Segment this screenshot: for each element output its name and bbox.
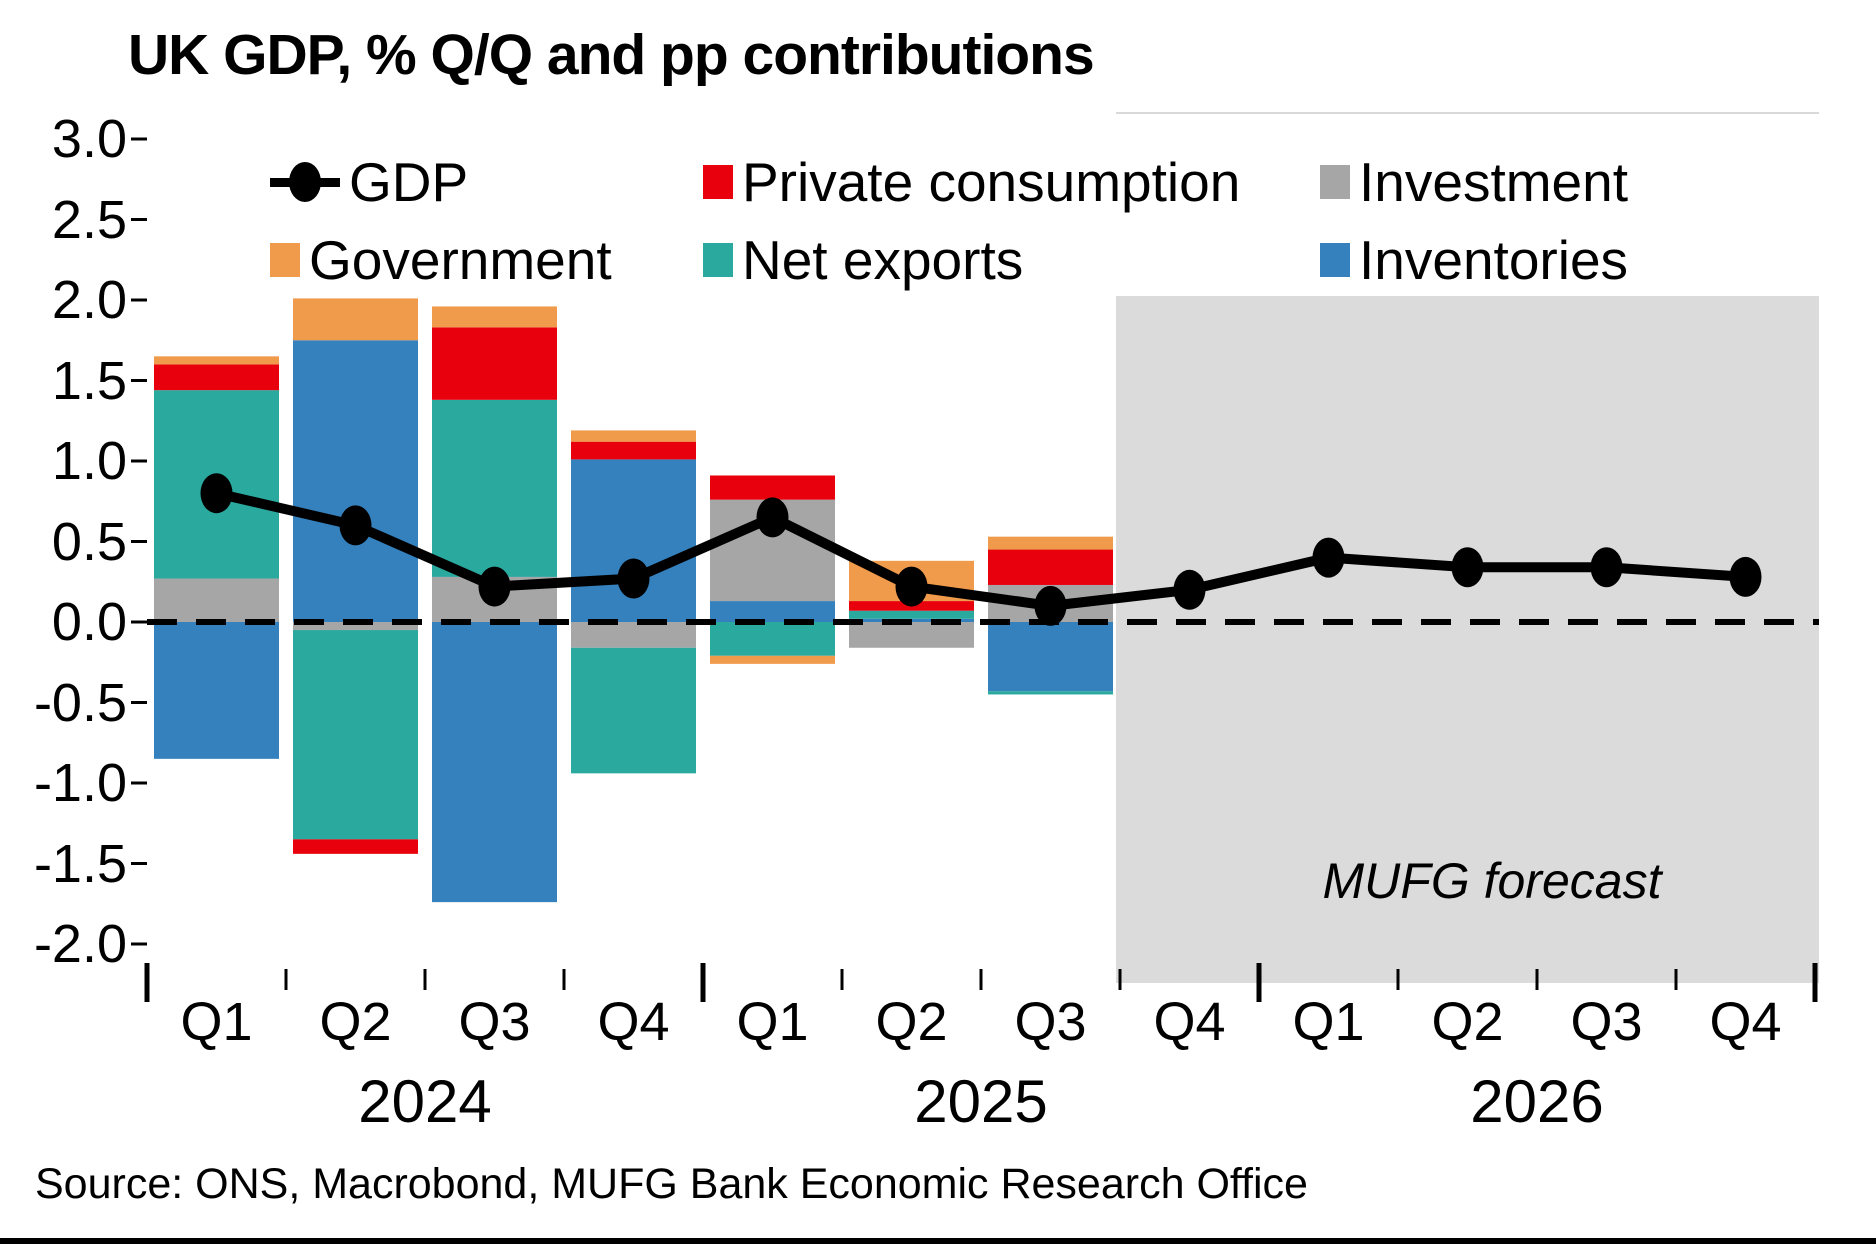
bar-segment-private-consumption [293, 839, 418, 854]
bar-segment-private-consumption [571, 441, 696, 460]
y-tick-label: -1.5 [33, 833, 127, 894]
x-tick-label: Q1 [180, 992, 253, 1052]
bar-segment-inventories [710, 601, 835, 622]
gdp-point [1590, 547, 1623, 588]
x-tick-label: Q1 [736, 992, 809, 1052]
bar-segment-net-exports [849, 610, 974, 619]
source-note: Source: ONS, Macrobond, MUFG Bank Econom… [35, 1160, 1308, 1208]
y-tick-label: -0.5 [33, 672, 127, 733]
gdp-point [339, 505, 372, 546]
bar-segment-investment [849, 622, 974, 648]
bar-segment-government [154, 356, 279, 365]
bar-segment-inventories [988, 622, 1113, 692]
x-tick-label: Q2 [875, 992, 948, 1052]
y-tick-label: 0.0 [51, 592, 127, 652]
gdp-point [1451, 547, 1484, 588]
bar-segment-private-consumption [154, 364, 279, 391]
bar-segment-inventories [154, 622, 279, 759]
y-tick-label: 1.5 [51, 350, 127, 411]
legend-swatch-icon [270, 243, 300, 277]
year-label: 2024 [358, 1068, 492, 1135]
bar-segment-government [710, 655, 835, 664]
y-tick-label: -1.0 [33, 753, 127, 813]
legend-label: Net exports [742, 229, 1024, 291]
gdp-point [756, 497, 789, 538]
x-tick-label: Q4 [1153, 992, 1226, 1052]
bottom-rule [0, 1238, 1876, 1244]
x-tick-label: Q1 [1292, 992, 1365, 1052]
y-tick-label: 3.0 [51, 109, 127, 169]
legend-label: Private consumption [742, 151, 1241, 213]
bar-segment-investment [154, 578, 279, 622]
x-tick-label: Q4 [597, 992, 670, 1052]
bar-segment-net-exports [293, 630, 418, 840]
legend-label: Government [309, 229, 612, 291]
x-tick-label: Q4 [1709, 992, 1782, 1052]
gdp-line-marker-icon [270, 160, 340, 204]
bar-segment-government [988, 536, 1113, 550]
bar-segment-government [432, 306, 557, 328]
bar-segment-net-exports [710, 622, 835, 656]
bar-segment-investment [293, 622, 418, 631]
x-tick-label: Q2 [319, 992, 392, 1052]
gdp-point [1729, 556, 1762, 597]
y-tick-label: 2.0 [51, 270, 127, 330]
gdp-line [215, 488, 1746, 611]
legend-entry-inventories: Inventories [1320, 228, 1628, 292]
x-tick-label: Q2 [1431, 992, 1504, 1052]
bar-segment-net-exports [432, 399, 557, 577]
legend-entry-government: Government [270, 228, 612, 292]
forecast-region [1116, 296, 1819, 983]
x-tick-label: Q3 [1014, 992, 1087, 1052]
gdp-point [478, 566, 511, 607]
bar-segment-private-consumption [432, 327, 557, 400]
bar-segment-investment [571, 622, 696, 648]
legend-entry-net-exports: Net exports [703, 228, 1023, 292]
x-tick-label: Q3 [1570, 992, 1643, 1052]
bar-segment-government [571, 430, 696, 442]
y-tick-label: 2.5 [51, 189, 127, 250]
forecast-label: MUFG forecast [1322, 853, 1662, 909]
legend-label: Investment [1359, 151, 1629, 213]
legend-label: Inventories [1359, 229, 1629, 291]
legend-swatch-icon [703, 243, 733, 277]
year-label: 2025 [914, 1068, 1048, 1135]
bar-segment-net-exports [988, 691, 1113, 695]
legend-entry-gdp: GDP [270, 150, 468, 214]
legend-entry-private-consumption: Private consumption [703, 150, 1240, 214]
legend-label: GDP [349, 151, 469, 213]
gdp-point [617, 558, 650, 599]
y-tick-label: -2.0 [33, 914, 127, 974]
legend-swatch-icon [1320, 165, 1350, 199]
chart-title: UK GDP, % Q/Q and pp contributions [128, 23, 1095, 87]
gdp-point [895, 566, 928, 607]
x-tick-label: Q3 [458, 992, 531, 1052]
bar-segment-net-exports [571, 647, 696, 774]
gdp-point [1173, 569, 1206, 610]
legend-swatch-icon [703, 165, 733, 199]
gdp-point [200, 473, 233, 514]
year-label: 2026 [1470, 1068, 1604, 1135]
bar-segment-government [293, 298, 418, 341]
bar-segment-inventories [432, 622, 557, 903]
y-tick-label: 0.5 [51, 511, 127, 572]
bar-segment-private-consumption [710, 475, 835, 500]
gdp-point [1312, 537, 1345, 578]
y-tick-label: 1.0 [51, 431, 127, 491]
legend-swatch-icon [1320, 243, 1350, 277]
bar-segment-inventories [293, 340, 418, 622]
bar-segment-private-consumption [988, 549, 1113, 585]
legend-entry-investment: Investment [1320, 150, 1628, 214]
gdp-point [1034, 585, 1067, 626]
